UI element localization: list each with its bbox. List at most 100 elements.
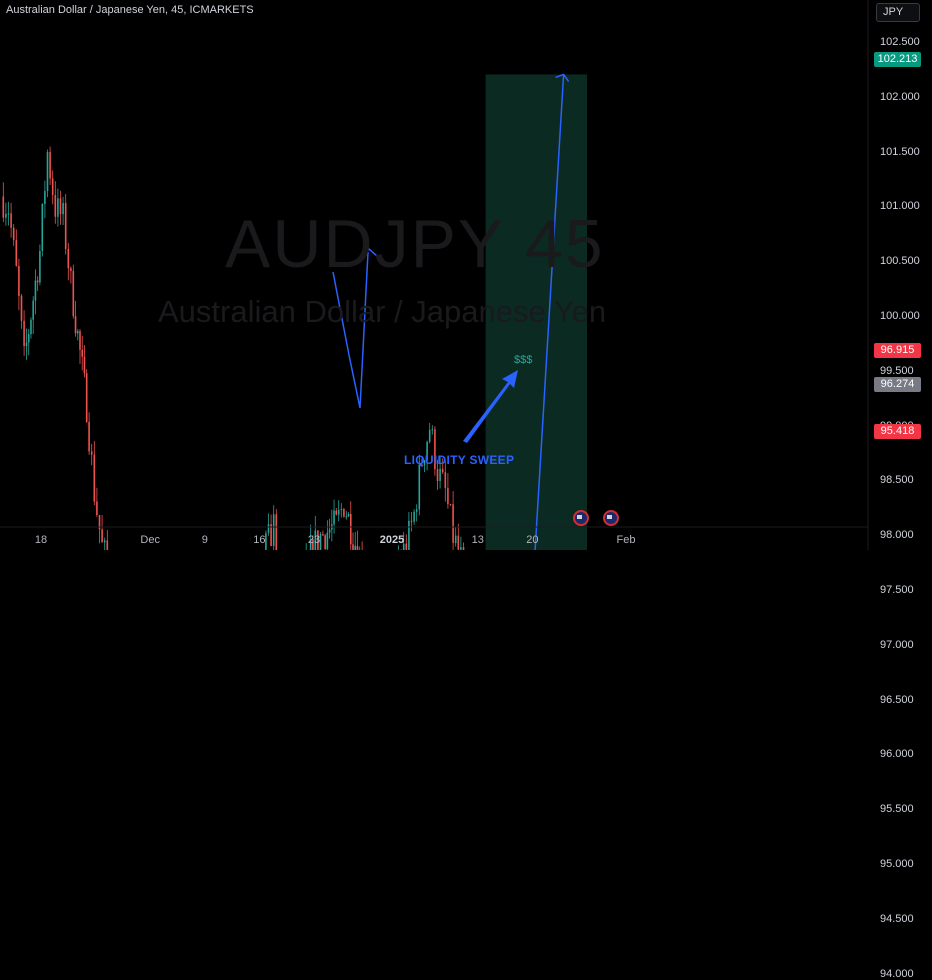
x-tick-label: 20 [526, 534, 539, 546]
y-tick-label: 94.500 [880, 912, 914, 925]
candle-body [30, 319, 32, 335]
candle-body [352, 544, 354, 550]
chart-title: Australian Dollar / Japanese Yen, 45, IC… [6, 4, 254, 16]
candle-body [34, 280, 37, 301]
y-tick-label: 95.000 [880, 858, 914, 870]
australia-flag-icon[interactable] [573, 510, 589, 526]
candle-body [421, 464, 423, 466]
candle-body [106, 540, 109, 550]
x-tick-label: 2025 [379, 534, 405, 546]
position-zones [485, 74, 587, 550]
candle-body [57, 198, 59, 217]
watermark-name: Australian Dollar / Japanese Yen [158, 294, 607, 329]
y-tick-label: 101.000 [880, 200, 920, 213]
current-price-badge: 96.915 [874, 343, 921, 358]
x-tick-label: 18 [34, 534, 48, 546]
candle-body [27, 334, 30, 343]
candle-body [328, 529, 331, 533]
candle-body [59, 198, 62, 215]
candle-body [347, 514, 350, 517]
candle-body [51, 178, 54, 196]
x-tick-label: Dec [140, 534, 160, 546]
candle-body [356, 545, 359, 550]
candle-body [314, 530, 317, 550]
x-tick-label: 23 [307, 534, 321, 546]
candle-body [319, 534, 322, 550]
x-tick-label: 13 [471, 534, 484, 546]
entry-price-badge: 96.274 [874, 377, 921, 392]
x-tick-label: 9 [201, 534, 208, 546]
candle-body [457, 535, 460, 550]
candle-body [428, 429, 431, 442]
sweep-swing-path [332, 251, 369, 409]
target-zone [485, 74, 587, 550]
y-tick-label: 99.500 [880, 364, 914, 377]
candle-body [335, 510, 338, 515]
y-tick-label: 102.500 [880, 36, 920, 48]
candle-body [93, 454, 96, 502]
candle-body [324, 535, 326, 550]
y-tick-label: 94.000 [880, 967, 914, 980]
candle-body [312, 539, 314, 550]
candle-body [2, 196, 5, 218]
candle-body [62, 202, 64, 215]
candle-body [54, 195, 57, 217]
candle-body [90, 451, 93, 455]
candle-body [326, 532, 329, 550]
candle-body [462, 547, 465, 550]
candle-body [7, 213, 10, 215]
candle-body [434, 429, 436, 470]
candle-body [39, 250, 41, 283]
candle-body [74, 316, 77, 334]
stop-price-badge: 95.418 [874, 424, 921, 439]
y-tick-label: 98.000 [880, 529, 914, 542]
candle-body [49, 152, 51, 179]
australia-flag-icon[interactable] [603, 510, 619, 526]
y-tick-label: 101.500 [880, 145, 920, 158]
candle-body [415, 509, 418, 512]
candle-body [18, 265, 20, 296]
candle-body [447, 488, 449, 505]
currency-button[interactable]: JPY [876, 3, 920, 22]
y-tick-label: 96.500 [880, 693, 914, 706]
candle-body [265, 533, 267, 550]
candle-body [25, 342, 28, 346]
candle-body [88, 421, 90, 452]
y-tick-label: 97.000 [880, 638, 914, 651]
projection-path [534, 74, 565, 550]
candle-body [343, 509, 345, 517]
price-chart[interactable] [0, 0, 932, 550]
candle-body [46, 152, 49, 191]
candle-body [96, 501, 98, 516]
candle-body [12, 227, 15, 241]
candle-body [408, 520, 410, 550]
candle-body [340, 509, 343, 511]
candle-body [32, 300, 34, 320]
candle-body [70, 268, 72, 271]
candle-body [402, 543, 405, 550]
candle-body [72, 270, 75, 317]
candle-body [23, 320, 25, 346]
candle-body [418, 464, 421, 510]
candle-body [272, 514, 275, 546]
candle-body [15, 240, 18, 266]
candle-body [41, 204, 44, 251]
candles [2, 146, 465, 550]
candle-body [267, 524, 270, 534]
candle-body [98, 515, 101, 530]
candle-body [345, 516, 348, 518]
candle-body [423, 460, 426, 465]
y-tick-label: 102.000 [880, 90, 920, 103]
y-tick-label: 98.500 [880, 474, 914, 487]
candle-body [36, 280, 39, 283]
candle-body [333, 510, 335, 525]
candle-body [426, 441, 428, 461]
candle-body [354, 545, 357, 550]
candle-body [81, 349, 84, 357]
candle-body [441, 468, 444, 473]
candle-body [275, 514, 278, 550]
candle-body [76, 331, 79, 334]
candle-body [413, 511, 415, 522]
candle-body [10, 213, 12, 228]
x-tick-label: Feb [616, 534, 636, 546]
